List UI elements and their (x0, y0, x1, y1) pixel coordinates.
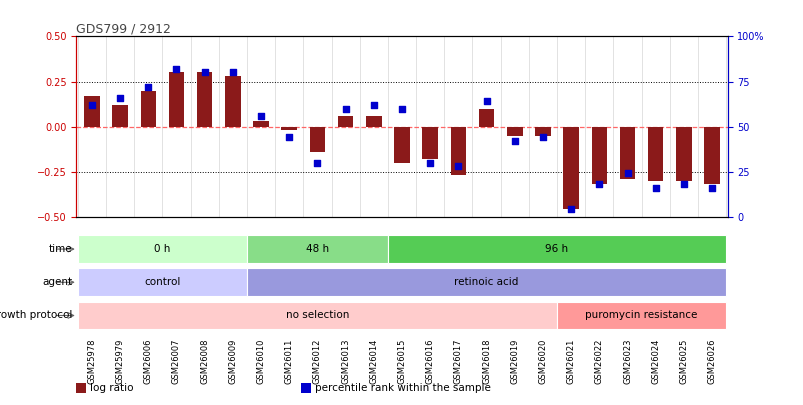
Bar (422, 126, 438, 159)
Point (339, 105, 352, 112)
Point (85, 102, 98, 108)
Point (536, 134, 548, 141)
Bar (556, 302, 725, 329)
Point (198, 69, 211, 76)
Point (395, 105, 408, 112)
Bar (225, 76, 240, 126)
Bar (647, 126, 662, 181)
Point (141, 84, 154, 90)
Text: puromycin resistance: puromycin resistance (585, 311, 697, 320)
Bar (387, 235, 725, 263)
Point (592, 181, 605, 188)
Bar (253, 121, 268, 126)
Bar (507, 126, 522, 136)
Point (113, 94, 126, 101)
Bar (450, 126, 466, 175)
Text: GDS799 / 2912: GDS799 / 2912 (76, 22, 171, 35)
Bar (337, 116, 353, 126)
Text: retinoic acid: retinoic acid (454, 277, 518, 287)
Point (311, 159, 324, 166)
Bar (703, 126, 719, 184)
Point (705, 185, 718, 191)
Point (507, 138, 520, 144)
Point (621, 170, 634, 177)
Bar (78, 269, 247, 296)
Text: 0 h: 0 h (154, 244, 170, 254)
Bar (141, 91, 156, 126)
Bar (84, 96, 100, 126)
Bar (309, 126, 324, 152)
Text: growth protocol: growth protocol (0, 311, 72, 320)
Point (677, 181, 690, 188)
Text: percentile rank within the sample: percentile rank within the sample (315, 383, 491, 393)
Text: time: time (49, 244, 72, 254)
Bar (281, 126, 296, 130)
Bar (365, 116, 381, 126)
Point (451, 163, 464, 169)
Bar (247, 269, 725, 296)
Point (367, 102, 380, 108)
Bar (563, 126, 578, 209)
Bar (619, 126, 634, 179)
Bar (535, 126, 550, 136)
Bar (675, 126, 691, 181)
Text: control: control (144, 277, 181, 287)
Point (423, 159, 436, 166)
Bar (197, 72, 212, 126)
Text: agent: agent (43, 277, 72, 287)
Bar (479, 109, 494, 126)
Bar (591, 126, 606, 184)
Point (649, 185, 662, 191)
Point (564, 206, 577, 213)
Text: 48 h: 48 h (305, 244, 328, 254)
Bar (112, 105, 128, 126)
Point (479, 98, 492, 104)
Point (169, 66, 182, 72)
Point (283, 134, 296, 141)
Bar (78, 235, 247, 263)
Text: 96 h: 96 h (544, 244, 568, 254)
Point (255, 113, 267, 119)
Bar (78, 302, 556, 329)
Bar (169, 72, 184, 126)
Bar (247, 235, 387, 263)
Point (226, 69, 239, 76)
Text: no selection: no selection (285, 311, 349, 320)
Text: log ratio: log ratio (90, 383, 133, 393)
Bar (393, 126, 410, 162)
